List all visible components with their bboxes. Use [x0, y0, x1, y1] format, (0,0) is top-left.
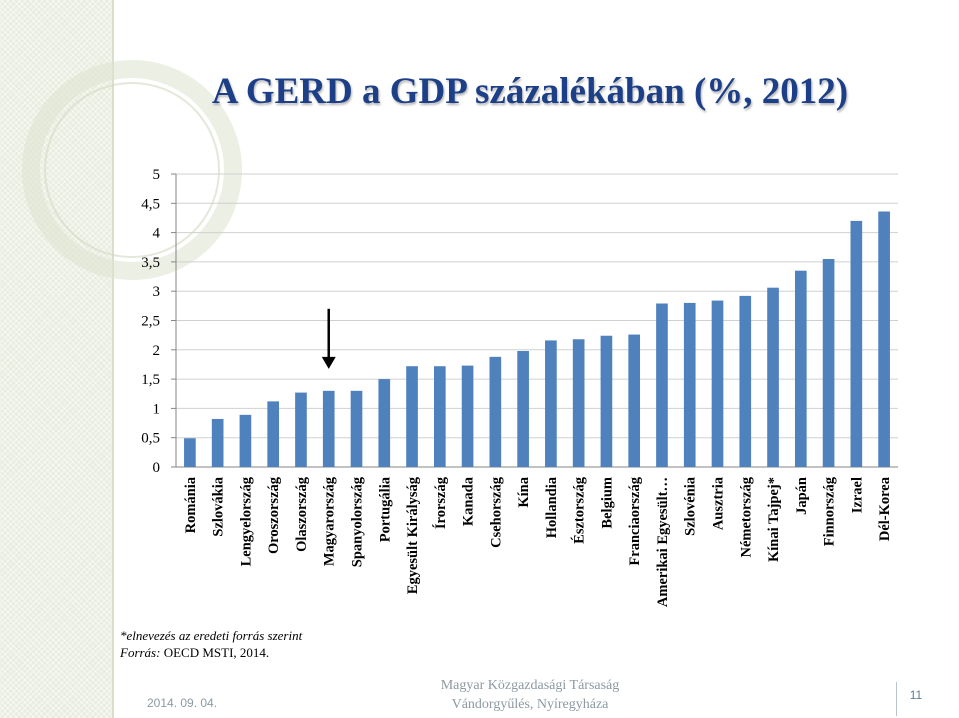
bar [461, 365, 474, 467]
bar [378, 379, 391, 467]
bar [600, 335, 613, 467]
y-tick-label: 0 [153, 460, 161, 476]
category-label: Észtország [571, 476, 588, 544]
bar [267, 401, 280, 467]
bar [683, 302, 696, 467]
footer-event: Vándorgyűlés, Nyíregyháza [451, 697, 609, 712]
footnote: *elnevezés az eredeti forrás szerint [120, 628, 303, 643]
source-label: Forrás: [120, 645, 161, 660]
footer-organization: Magyar Közgazdasági Társaság Vándorgyűlé… [405, 676, 655, 714]
y-tick-label: 4,5 [141, 196, 160, 212]
bar [350, 390, 363, 467]
slide-title: A GERD a GDP százalékában (%, 2012) [211, 71, 849, 112]
bar [322, 390, 335, 467]
bar [295, 392, 307, 467]
category-label: Spanyolország [350, 476, 366, 567]
y-tick-label: 0,5 [141, 431, 160, 447]
category-label: Amerikai Egyesült… [655, 477, 671, 607]
bar [656, 303, 668, 467]
bar [406, 366, 418, 467]
bar [184, 438, 196, 467]
category-label: Írország [432, 476, 449, 529]
source-text: OECD MSTI, 2014. [163, 645, 270, 660]
category-label: Szlovénia [683, 476, 699, 536]
bar [822, 258, 835, 467]
category-label: Izrael [849, 477, 865, 513]
bar [489, 356, 502, 467]
y-tick-label: 5 [153, 167, 161, 183]
y-tick-label: 2 [153, 343, 161, 359]
category-label: Olaszország [294, 476, 310, 552]
category-label: Kínai Tajpej* [766, 477, 782, 562]
y-tick-label: 2,5 [141, 314, 160, 330]
category-label: Portugália [377, 476, 393, 542]
bar [211, 418, 224, 467]
category-label: Belgium [599, 477, 615, 529]
bar [878, 211, 890, 467]
category-label: Japán [794, 477, 810, 515]
bar [739, 295, 752, 467]
bar [628, 334, 641, 467]
bar [850, 220, 863, 467]
category-label: Hollandia [544, 476, 560, 538]
y-tick-label: 1 [153, 401, 161, 417]
decorative-circle-inner [44, 82, 220, 258]
bar [794, 270, 807, 467]
category-label: Dél-Korea [877, 476, 893, 541]
bar [239, 414, 252, 467]
page-number-divider [896, 682, 897, 716]
category-label: Ausztria [711, 476, 727, 530]
category-label: Kína [516, 476, 532, 507]
bar [545, 340, 557, 467]
source-line: Forrás: OECD MSTI, 2014. [120, 645, 269, 661]
left-band-edge [112, 0, 114, 718]
y-tick-label: 1,5 [141, 372, 160, 388]
bar [433, 366, 446, 467]
bar [767, 287, 779, 467]
bar [572, 339, 585, 467]
y-tick-label: 3 [153, 284, 161, 300]
y-tick-label: 4 [153, 226, 161, 242]
category-label: Oroszország [266, 476, 282, 554]
category-label: Szlovákia [211, 476, 227, 536]
category-label: Németország [738, 476, 754, 557]
y-tick-label: 3,5 [141, 255, 160, 271]
category-label: Csehország [488, 476, 504, 548]
category-label: Kanada [461, 476, 477, 526]
category-label: Lengyelország [238, 476, 254, 566]
slide-date: 2014. 09. 04. [147, 696, 218, 710]
category-label: Franciaország [627, 476, 643, 565]
category-label: Egyesült Királyság [405, 476, 421, 594]
category-label: Románia [183, 476, 199, 533]
bar [711, 300, 724, 467]
page-number: 11 [909, 688, 923, 702]
highlight-arrow-head [321, 356, 336, 369]
category-label: Finnország [822, 476, 838, 546]
bar [517, 350, 529, 467]
footer-org-name: Magyar Közgazdasági Társaság [440, 678, 620, 693]
category-label: Magyarország [322, 476, 338, 566]
